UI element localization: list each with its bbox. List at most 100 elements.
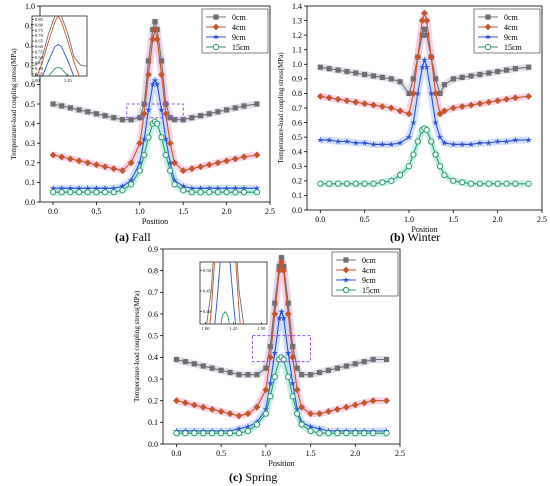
y-tick-label: 0.3 xyxy=(148,375,158,384)
data-point-9cm xyxy=(280,314,287,322)
data-point-0cm xyxy=(276,263,282,269)
data-point-4cm xyxy=(342,403,350,411)
data-point-0cm xyxy=(370,356,376,363)
data-point-9cm xyxy=(436,133,444,140)
data-point-0cm xyxy=(241,103,247,109)
data-point-4cm xyxy=(378,103,386,110)
data-point-0cm xyxy=(218,367,224,373)
inset-y-tick-label: 0.70 xyxy=(35,33,44,38)
inset-y-tick-label: 0.75 xyxy=(35,28,44,33)
data-point-0cm xyxy=(361,359,367,365)
inset-y-tick-label: 0.60 xyxy=(35,44,44,49)
data-point-4cm xyxy=(334,95,342,103)
data-point-9cm xyxy=(410,119,417,126)
data-point-15cm xyxy=(334,430,341,437)
data-point-15cm xyxy=(352,430,359,437)
data-point-0cm xyxy=(191,361,197,367)
data-point-4cm xyxy=(333,405,341,413)
data-point-15cm xyxy=(58,189,65,196)
data-point-4cm xyxy=(525,92,533,100)
data-point-15cm xyxy=(441,171,448,179)
legend-marker-0cm xyxy=(213,14,219,20)
data-point-4cm xyxy=(387,104,395,112)
data-point-4cm xyxy=(197,163,204,171)
data-point-0cm xyxy=(197,113,204,119)
data-point-4cm xyxy=(140,110,148,118)
data-point-15cm xyxy=(226,430,234,437)
data-point-0cm xyxy=(158,58,165,64)
inset-y-tick-label: 0.50 xyxy=(35,55,44,60)
data-point-9cm xyxy=(293,405,301,413)
data-point-15cm xyxy=(361,430,368,437)
data-point-0cm xyxy=(383,356,390,363)
data-point-9cm xyxy=(396,139,404,146)
data-point-0cm xyxy=(325,367,332,373)
y-tick-label: 0.4 xyxy=(148,353,158,362)
data-point-4cm xyxy=(199,403,207,411)
data-point-9cm xyxy=(101,184,109,192)
data-point-15cm xyxy=(128,181,135,188)
y-tick-label: 0.7 xyxy=(292,104,302,113)
zoom-region-box xyxy=(251,335,312,363)
data-point-15cm xyxy=(317,180,324,187)
data-point-9cm xyxy=(93,184,100,192)
data-point-15cm xyxy=(182,430,189,437)
data-point-0cm xyxy=(326,66,332,72)
inset-y-tick-label: 0.45 xyxy=(35,61,44,66)
data-point-15cm xyxy=(476,180,484,187)
inset-y-tick-label: 0.65 xyxy=(35,39,44,44)
data-point-9cm xyxy=(140,135,148,143)
data-point-15cm xyxy=(326,180,333,187)
caption-fall: (a) Fall xyxy=(115,230,151,244)
data-point-9cm xyxy=(188,184,196,192)
inset-y-tick-label: 0.55 xyxy=(35,50,44,55)
data-point-9cm xyxy=(450,141,457,148)
data-point-4cm xyxy=(93,161,100,169)
data-point-9cm xyxy=(352,139,360,146)
data-point-0cm xyxy=(224,107,230,113)
data-point-0cm xyxy=(526,64,532,70)
data-point-9cm xyxy=(151,77,159,84)
x-tick-label: 1.0 xyxy=(135,207,145,216)
data-point-9cm xyxy=(485,139,493,146)
inset-line-15cm xyxy=(48,66,69,76)
data-point-4cm xyxy=(188,165,196,173)
data-point-15cm xyxy=(370,180,377,187)
data-point-4cm xyxy=(410,90,417,97)
data-point-15cm xyxy=(428,138,435,145)
y-tick-label: 0.5 xyxy=(292,133,302,142)
data-point-4cm xyxy=(214,159,222,167)
data-point-0cm xyxy=(145,58,152,64)
data-point-15cm xyxy=(436,163,444,170)
inset-y-tick-label: 0.50 xyxy=(203,268,212,273)
y-tick-label: 0.9 xyxy=(292,75,302,84)
y-tick-label: 0.6 xyxy=(148,310,158,319)
data-point-9cm xyxy=(110,184,118,192)
legend-label-4cm: 4cm xyxy=(362,266,377,275)
legend-marker-9cm xyxy=(212,33,220,40)
x-tick-label: 1.5 xyxy=(306,449,316,458)
data-point-15cm xyxy=(244,427,252,435)
y-tick-label: 0.1 xyxy=(25,178,35,187)
data-point-15cm xyxy=(316,430,323,437)
x-tick-label: 0.0 xyxy=(315,215,325,224)
data-point-15cm xyxy=(450,177,457,184)
data-point-4cm xyxy=(436,110,444,118)
data-point-9cm xyxy=(334,138,342,145)
data-point-9cm xyxy=(325,136,333,143)
data-point-4cm xyxy=(149,35,157,43)
legend-label-9cm: 9cm xyxy=(362,276,377,285)
legend-marker-0cm xyxy=(485,14,491,20)
data-point-4cm xyxy=(84,159,92,167)
data-point-9cm xyxy=(232,184,239,192)
data-point-4cm xyxy=(280,267,288,275)
y-tick-label: 0.0 xyxy=(148,440,158,449)
data-point-0cm xyxy=(152,19,158,25)
inset-y-tick-label: 0.80 xyxy=(35,22,44,27)
data-point-0cm xyxy=(227,369,233,376)
data-point-9cm xyxy=(119,182,126,190)
data-point-9cm xyxy=(171,177,178,184)
y-tick-label: 0.7 xyxy=(148,288,158,297)
data-point-0cm xyxy=(67,105,73,111)
